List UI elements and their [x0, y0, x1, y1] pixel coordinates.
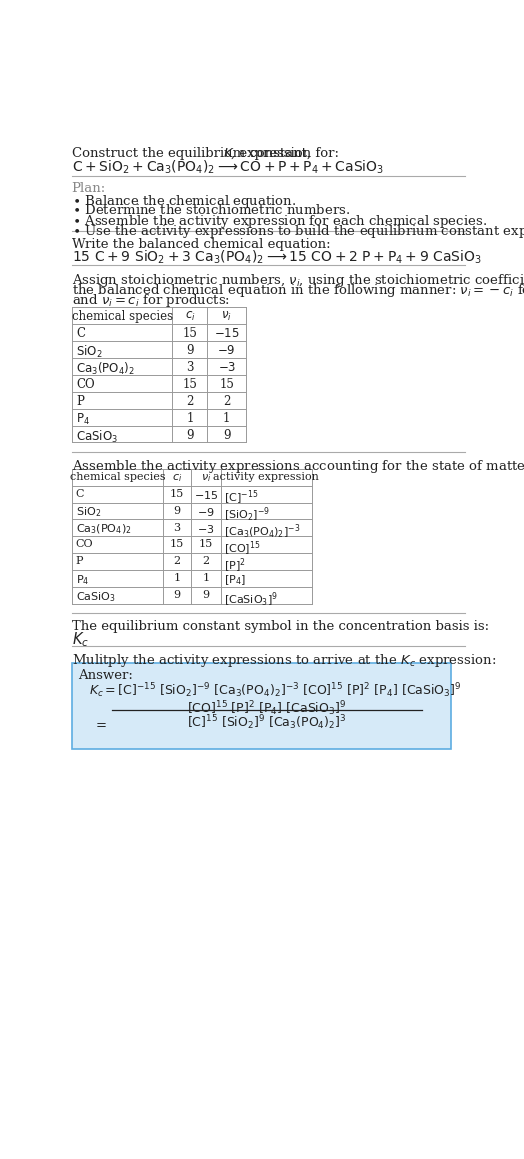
Text: $\mathrm{15\ C + 9\ SiO_2 + 3\ Ca_3(PO_4)_2 \longrightarrow 15\ CO + 2\ P + P_4 : $\mathrm{15\ C + 9\ SiO_2 + 3\ Ca_3(PO_4…: [72, 248, 482, 265]
Text: Assign stoichiometric numbers, $\nu_i$, using the stoichiometric coefficients, $: Assign stoichiometric numbers, $\nu_i$, …: [72, 271, 524, 289]
Text: C: C: [75, 489, 84, 498]
Text: $\mathrm{SiO_2}$: $\mathrm{SiO_2}$: [77, 344, 103, 360]
Text: $\mathrm{Ca_3(PO_4)_2}$: $\mathrm{Ca_3(PO_4)_2}$: [75, 523, 132, 537]
Text: 9: 9: [186, 429, 194, 442]
Text: $[\mathrm{CO}]^{15}$: $[\mathrm{CO}]^{15}$: [224, 539, 261, 557]
Text: $\bullet$ Balance the chemical equation.: $\bullet$ Balance the chemical equation.: [72, 194, 296, 210]
Text: Plan:: Plan:: [72, 182, 106, 195]
Text: $[\mathrm{CO}]^{15}\ [\mathrm{P}]^2\ [\mathrm{P_4}]\ [\mathrm{CaSiO_3}]^{9}$: $[\mathrm{CO}]^{15}\ [\mathrm{P}]^2\ [\m…: [188, 700, 346, 719]
Text: $-9$: $-9$: [217, 344, 236, 357]
Text: $[\mathrm{C}]^{-15}$: $[\mathrm{C}]^{-15}$: [224, 489, 259, 508]
Text: $\bullet$ Use the activity expressions to build the equilibrium constant express: $\bullet$ Use the activity expressions t…: [72, 223, 524, 240]
Text: P: P: [77, 395, 84, 408]
Text: $\mathrm{CaSiO_3}$: $\mathrm{CaSiO_3}$: [75, 590, 115, 604]
Text: activity expression: activity expression: [213, 472, 319, 482]
Text: The equilibrium constant symbol in the concentration basis is:: The equilibrium constant symbol in the c…: [72, 620, 489, 633]
Text: Write the balanced chemical equation:: Write the balanced chemical equation:: [72, 238, 330, 250]
Text: CO: CO: [77, 378, 95, 391]
Text: 15: 15: [170, 489, 184, 498]
Text: $K$: $K$: [223, 147, 234, 160]
Text: 15: 15: [182, 327, 198, 340]
Text: $K_c = [\mathrm{C}]^{-15}\ [\mathrm{SiO_2}]^{-9}\ [\mathrm{Ca_3(PO_4)_2}]^{-3}\ : $K_c = [\mathrm{C}]^{-15}\ [\mathrm{SiO_…: [89, 681, 462, 700]
Text: 1: 1: [186, 411, 193, 424]
Text: $\mathrm{C + SiO_2 + Ca_3(PO_4)_2 \longrightarrow CO + P + P_4 + CaSiO_3}$: $\mathrm{C + SiO_2 + Ca_3(PO_4)_2 \longr…: [72, 159, 384, 176]
Text: chemical species: chemical species: [70, 472, 165, 482]
Text: $\mathrm{P_4}$: $\mathrm{P_4}$: [77, 411, 90, 427]
Text: 15: 15: [182, 378, 198, 391]
Text: $\bullet$ Assemble the activity expression for each chemical species.: $\bullet$ Assemble the activity expressi…: [72, 213, 487, 229]
Text: $[\mathrm{P_4}]$: $[\mathrm{P_4}]$: [224, 574, 246, 588]
Text: $c_i$: $c_i$: [172, 472, 182, 483]
Text: $[\mathrm{CaSiO_3}]^{9}$: $[\mathrm{CaSiO_3}]^{9}$: [224, 590, 278, 608]
Text: 2: 2: [202, 556, 209, 567]
Text: 9: 9: [173, 505, 181, 516]
Text: $[\mathrm{C}]^{15}\ [\mathrm{SiO_2}]^{9}\ [\mathrm{Ca_3(PO_4)_2}]^{3}$: $[\mathrm{C}]^{15}\ [\mathrm{SiO_2}]^{9}…: [187, 714, 347, 732]
Text: $c_i$: $c_i$: [184, 309, 195, 323]
Text: $=$: $=$: [93, 716, 107, 729]
Text: $[\mathrm{Ca_3(PO_4)_2}]^{-3}$: $[\mathrm{Ca_3(PO_4)_2}]^{-3}$: [224, 523, 301, 541]
Text: the balanced chemical equation in the following manner: $\nu_i = -c_i$ for react: the balanced chemical equation in the fo…: [72, 282, 524, 299]
Text: Assemble the activity expressions accounting for the state of matter and $\nu_i$: Assemble the activity expressions accoun…: [72, 458, 524, 475]
Text: chemical species: chemical species: [71, 309, 172, 323]
Text: CO: CO: [75, 539, 93, 549]
Text: $\nu_i$: $\nu_i$: [221, 309, 232, 323]
Text: 15: 15: [199, 539, 213, 549]
Text: $-3$: $-3$: [197, 523, 214, 534]
Text: 1: 1: [173, 574, 181, 583]
Text: C: C: [77, 327, 85, 340]
Text: 9: 9: [202, 590, 209, 600]
Text: 15: 15: [219, 378, 234, 391]
Text: 2: 2: [223, 395, 231, 408]
Text: $\mathrm{Ca_3(PO_4)_2}$: $\mathrm{Ca_3(PO_4)_2}$: [77, 360, 135, 377]
Text: 3: 3: [186, 360, 194, 374]
Text: , expression for:: , expression for:: [231, 147, 339, 160]
Text: $\bullet$ Determine the stoichiometric numbers.: $\bullet$ Determine the stoichiometric n…: [72, 203, 350, 217]
Text: Construct the equilibrium constant,: Construct the equilibrium constant,: [72, 147, 315, 160]
Text: 1: 1: [223, 411, 231, 424]
Text: $-9$: $-9$: [197, 505, 215, 518]
Text: $K_c$: $K_c$: [72, 630, 89, 649]
Text: $\nu_i$: $\nu_i$: [201, 472, 211, 483]
Text: 9: 9: [186, 344, 194, 357]
Text: $-3$: $-3$: [217, 360, 236, 374]
Text: P: P: [75, 556, 83, 567]
Text: 3: 3: [173, 523, 181, 532]
Text: and $\nu_i = c_i$ for products:: and $\nu_i = c_i$ for products:: [72, 292, 230, 308]
Text: 9: 9: [173, 590, 181, 600]
FancyBboxPatch shape: [72, 663, 452, 749]
Text: 2: 2: [186, 395, 193, 408]
Text: Answer:: Answer:: [78, 669, 133, 681]
Text: $-15$: $-15$: [214, 327, 239, 340]
Text: $[\mathrm{P}]^{2}$: $[\mathrm{P}]^{2}$: [224, 556, 246, 575]
Text: $\mathrm{P_4}$: $\mathrm{P_4}$: [75, 574, 89, 588]
Text: $-15$: $-15$: [193, 489, 218, 501]
Text: $\mathrm{SiO_2}$: $\mathrm{SiO_2}$: [75, 505, 101, 519]
Text: $[\mathrm{SiO_2}]^{-9}$: $[\mathrm{SiO_2}]^{-9}$: [224, 505, 270, 524]
Text: 1: 1: [202, 574, 209, 583]
Text: $\mathrm{CaSiO_3}$: $\mathrm{CaSiO_3}$: [77, 429, 118, 445]
Text: 2: 2: [173, 556, 181, 567]
Text: Mulitply the activity expressions to arrive at the $K_c$ expression:: Mulitply the activity expressions to arr…: [72, 651, 496, 669]
Text: 9: 9: [223, 429, 231, 442]
Text: 15: 15: [170, 539, 184, 549]
